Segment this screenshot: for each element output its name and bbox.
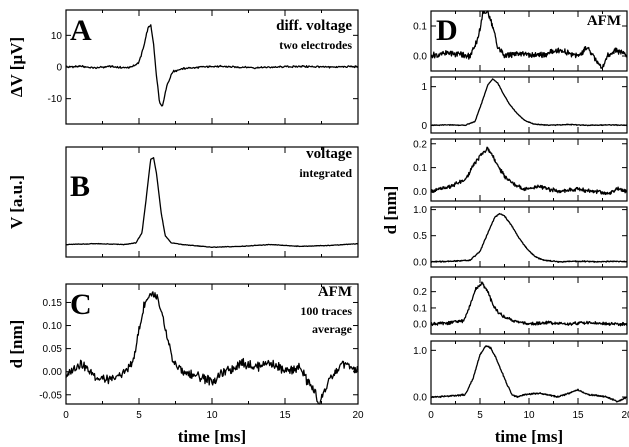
y-axis-title-d: d [nm]	[381, 186, 400, 235]
y-tick-label: 0.0	[413, 320, 427, 331]
y-tick-label: -10	[48, 94, 63, 105]
y-tick-label: 0.0	[413, 393, 427, 404]
x-tick-label: 15	[279, 410, 291, 421]
x-tick-label: 0	[428, 410, 434, 421]
panel-annotation: 100 traces	[300, 304, 352, 318]
y-tick-label: 0.0	[413, 52, 427, 63]
data-trace	[430, 146, 628, 196]
y-tick-label: 0.2	[413, 139, 427, 150]
y-tick-label: 0.1	[413, 303, 427, 314]
data-trace	[430, 345, 628, 403]
y-tick-label: 0.10	[43, 321, 63, 332]
panel-d2: 01	[421, 76, 628, 134]
panel-annotation: diff. voltage	[276, 18, 352, 34]
data-trace	[430, 212, 628, 263]
data-trace	[430, 10, 628, 69]
panel-d5: 0.0 0.1 0.2	[413, 276, 628, 335]
y-axis-title: ΔV [µV]	[7, 37, 26, 97]
panel-d3: 0.0 0.1 0.2	[413, 138, 628, 202]
x-tick-label: 10	[206, 410, 218, 421]
panel-d6: 0.0 1.0 0 5 10 15 20 time [ms]	[413, 340, 629, 446]
x-tick-label: 5	[477, 410, 483, 421]
y-tick-label: 0.05	[43, 344, 63, 355]
data-trace	[65, 291, 359, 405]
data-trace	[430, 281, 628, 327]
panel-c: -0.05 0.00 0.05 0.10 0.15 0 5 10 15 20 C AFM 100 tra…	[7, 283, 364, 446]
x-tick-label: 10	[523, 410, 535, 421]
panel-letter: C	[70, 288, 92, 321]
panel-annotation: AFM	[318, 284, 352, 300]
panel-letter: B	[70, 170, 90, 203]
panel-d4: 0.0 0.5 1.0	[413, 205, 628, 268]
y-tick-label: 0.1	[413, 22, 427, 33]
y-tick-label: 0	[421, 121, 427, 132]
x-tick-label: 20	[352, 410, 364, 421]
data-trace	[430, 78, 628, 127]
y-tick-label: 0	[56, 63, 62, 74]
panel-annotation: AFM	[587, 13, 621, 29]
panel-annotation: integrated	[299, 166, 352, 180]
x-tick-label: 0	[63, 410, 69, 421]
y-axis-title: V [a.u.]	[7, 175, 26, 229]
plot-frame	[430, 206, 628, 268]
y-tick-label: 0.00	[43, 367, 63, 378]
y-tick-label: -0.05	[39, 390, 62, 401]
x-axis-title: time [ms]	[495, 427, 563, 446]
plot-frame	[430, 276, 628, 335]
data-trace	[65, 24, 359, 107]
y-tick-label: 0.0	[413, 257, 427, 268]
y-tick-label: 10	[51, 31, 63, 42]
x-axis-title: time [ms]	[178, 427, 246, 446]
y-tick-label: 1	[421, 82, 427, 93]
data-trace	[65, 157, 359, 249]
y-axis-title: d [nm]	[7, 320, 26, 369]
y-tick-label: 0.5	[413, 231, 427, 242]
x-tick-label: 20	[621, 410, 629, 421]
y-tick-label: 0.15	[43, 298, 63, 309]
x-tick-label: 5	[136, 410, 142, 421]
x-tick-label: 15	[572, 410, 584, 421]
y-tick-label: 1.0	[413, 346, 427, 357]
panel-letter: A	[70, 14, 92, 47]
y-tick-label: 0.2	[413, 287, 427, 298]
panel-annotation: two electrodes	[279, 38, 352, 52]
plot-frame	[65, 283, 359, 405]
plot-frame	[65, 146, 359, 258]
y-tick-label: 1.0	[413, 205, 427, 216]
panel-d1: 0.0 0.1 D AFM	[413, 10, 628, 72]
y-tick-label: 0.1	[413, 163, 427, 174]
panel-annotation: average	[312, 322, 353, 336]
panel-letter: D	[436, 14, 458, 47]
y-tick-label: 0.0	[413, 187, 427, 198]
panel-annotation: voltage	[306, 146, 352, 162]
